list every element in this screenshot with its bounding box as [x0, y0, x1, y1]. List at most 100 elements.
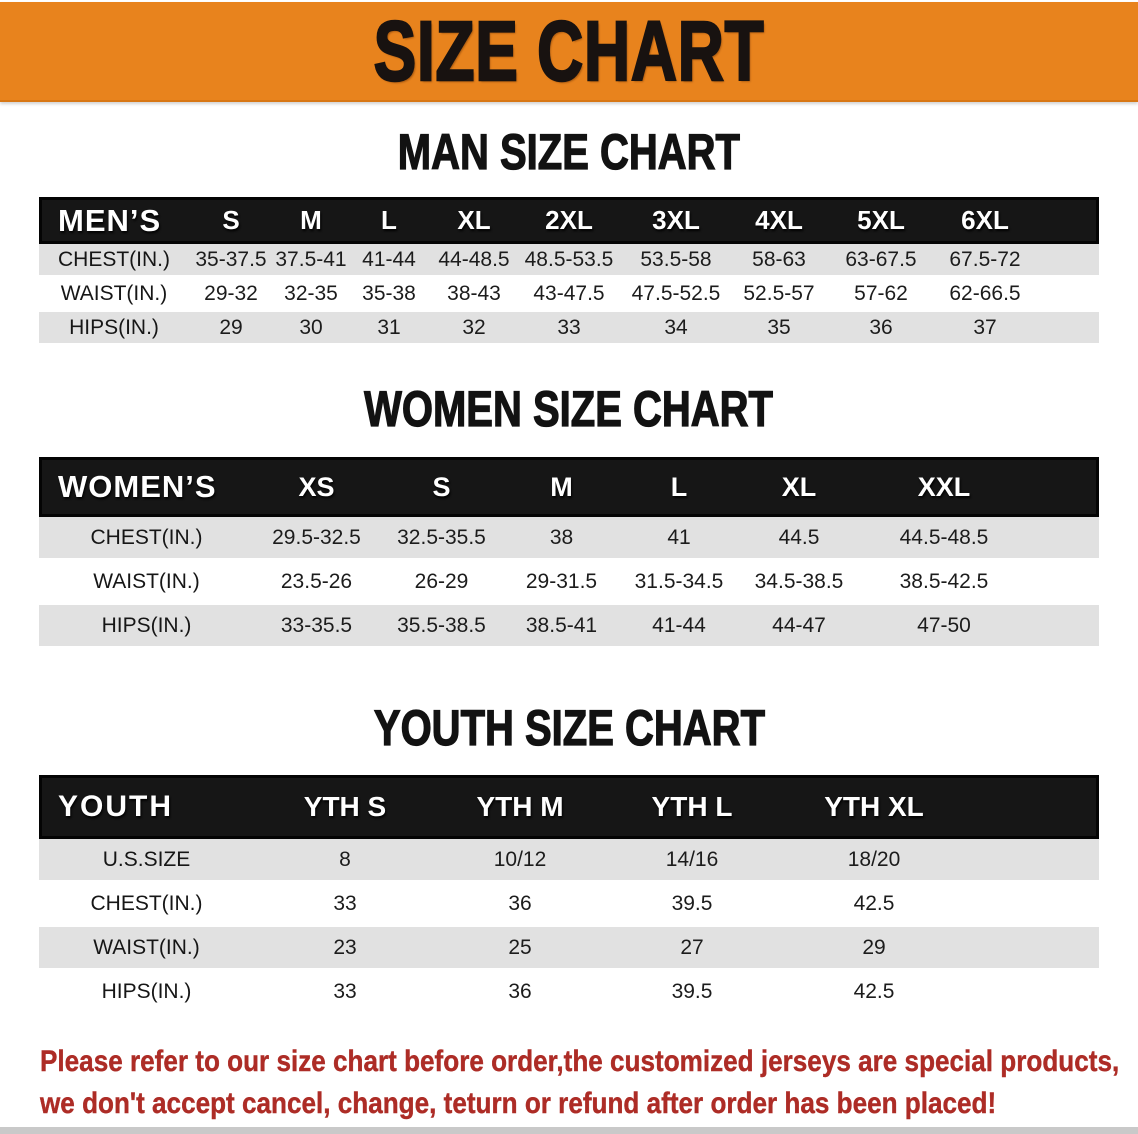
size-value-cell: 35.5-38.5 — [379, 605, 504, 649]
youth-table-header-row: YOUTH YTH S YTH M YTH L YTH XL — [39, 775, 1099, 839]
size-value-cell: 14/16 — [604, 839, 780, 883]
size-value-cell: 44-47 — [739, 605, 859, 649]
men-chest-row: CHEST(IN.) 35-37.5 37.5-41 41-44 44-48.5… — [39, 244, 1099, 278]
row-filler — [968, 927, 1099, 971]
women-hips-row: HIPS(IN.) 33-35.5 35.5-38.5 38.5-41 41-4… — [39, 605, 1099, 649]
row-label: U.S.SIZE — [39, 839, 254, 883]
men-size-col-3xl: 3XL — [619, 197, 733, 244]
size-value-cell: 29.5-32.5 — [254, 517, 379, 561]
youth-section-heading: YOUTH SIZE CHART — [0, 702, 1138, 753]
youth-size-table: YOUTH YTH S YTH M YTH L YTH XL U.S.SIZE … — [39, 775, 1099, 1015]
size-value-cell: 32-35 — [273, 278, 349, 312]
youth-corner-label: YOUTH — [39, 775, 254, 839]
size-value-cell: 34 — [619, 312, 733, 346]
size-value-cell: 27 — [604, 927, 780, 971]
women-size-col-l: L — [619, 457, 739, 517]
row-filler — [1029, 605, 1099, 649]
size-value-cell: 8 — [254, 839, 436, 883]
disclaimer-line-1: Please refer to our size chart before or… — [40, 1045, 1120, 1078]
bottom-divider — [0, 1127, 1138, 1134]
men-size-col-5xl: 5XL — [825, 197, 937, 244]
youth-size-col-xl: YTH XL — [780, 775, 968, 839]
size-value-cell: 33 — [254, 883, 436, 927]
row-label: HIPS(IN.) — [39, 605, 254, 649]
size-value-cell: 38.5-42.5 — [859, 561, 1029, 605]
size-value-cell: 57-62 — [825, 278, 937, 312]
size-value-cell: 31 — [349, 312, 429, 346]
youth-size-col-m: YTH M — [436, 775, 604, 839]
size-value-cell: 23.5-26 — [254, 561, 379, 605]
men-section-heading: MAN SIZE CHART — [0, 124, 1138, 180]
row-label: WAIST(IN.) — [39, 927, 254, 971]
size-value-cell: 42.5 — [780, 883, 968, 927]
men-size-col-m: M — [273, 197, 349, 244]
size-value-cell: 37 — [937, 312, 1033, 346]
size-value-cell: 39.5 — [604, 883, 780, 927]
women-waist-row: WAIST(IN.) 23.5-26 26-29 29-31.5 31.5-34… — [39, 561, 1099, 605]
row-label: WAIST(IN.) — [39, 278, 189, 312]
disclaimer-note: Please refer to our size chart before or… — [40, 1041, 1138, 1125]
row-label: CHEST(IN.) — [39, 883, 254, 927]
men-corner-label: MEN’S — [39, 197, 189, 244]
size-value-cell: 44.5 — [739, 517, 859, 561]
size-chart-title: SIZE CHART — [373, 4, 765, 98]
size-value-cell: 53.5-58 — [619, 244, 733, 278]
size-value-cell: 26-29 — [379, 561, 504, 605]
size-value-cell: 62-66.5 — [937, 278, 1033, 312]
women-size-col-m: M — [504, 457, 619, 517]
size-value-cell: 58-63 — [733, 244, 825, 278]
size-value-cell: 23 — [254, 927, 436, 971]
size-value-cell: 48.5-53.5 — [519, 244, 619, 278]
disclaimer-line-2: we don't accept cancel, change, teturn o… — [40, 1087, 997, 1120]
youth-size-col-l: YTH L — [604, 775, 780, 839]
men-size-col-l: L — [349, 197, 429, 244]
row-filler — [1029, 561, 1099, 605]
men-size-col-xl: XL — [429, 197, 519, 244]
row-label: WAIST(IN.) — [39, 561, 254, 605]
youth-ussize-row: U.S.SIZE 8 10/12 14/16 18/20 — [39, 839, 1099, 883]
size-value-cell: 33 — [254, 971, 436, 1015]
row-label: HIPS(IN.) — [39, 312, 189, 346]
size-value-cell: 35-37.5 — [189, 244, 273, 278]
size-chart-banner: SIZE CHART — [0, 2, 1138, 102]
women-size-col-xs: XS — [254, 457, 379, 517]
women-size-col-s: S — [379, 457, 504, 517]
size-value-cell: 44.5-48.5 — [859, 517, 1029, 561]
size-value-cell: 33-35.5 — [254, 605, 379, 649]
size-value-cell: 32.5-35.5 — [379, 517, 504, 561]
women-size-col-xxl: XXL — [859, 457, 1029, 517]
size-value-cell: 41-44 — [619, 605, 739, 649]
row-label: HIPS(IN.) — [39, 971, 254, 1015]
size-value-cell: 35 — [733, 312, 825, 346]
row-filler — [1029, 517, 1099, 561]
men-table-header-row: MEN’S S M L XL 2XL 3XL 4XL 5XL 6XL — [39, 197, 1099, 244]
women-section-heading: WOMEN SIZE CHART — [0, 383, 1138, 434]
size-value-cell: 29-31.5 — [504, 561, 619, 605]
size-value-cell: 36 — [436, 971, 604, 1015]
youth-chest-row: CHEST(IN.) 33 36 39.5 42.5 — [39, 883, 1099, 927]
row-label: CHEST(IN.) — [39, 517, 254, 561]
size-value-cell: 29-32 — [189, 278, 273, 312]
size-value-cell: 32 — [429, 312, 519, 346]
size-value-cell: 18/20 — [780, 839, 968, 883]
size-value-cell: 34.5-38.5 — [739, 561, 859, 605]
size-value-cell: 41 — [619, 517, 739, 561]
women-header-filler — [1029, 457, 1099, 517]
size-value-cell: 47-50 — [859, 605, 1029, 649]
size-value-cell: 31.5-34.5 — [619, 561, 739, 605]
women-size-col-xl: XL — [739, 457, 859, 517]
size-value-cell: 37.5-41 — [273, 244, 349, 278]
size-value-cell: 52.5-57 — [733, 278, 825, 312]
size-value-cell: 67.5-72 — [937, 244, 1033, 278]
row-filler — [1033, 278, 1099, 312]
women-table-header-row: WOMEN’S XS S M L XL XXL — [39, 457, 1099, 517]
row-filler — [968, 839, 1099, 883]
men-hips-row: HIPS(IN.) 29 30 31 32 33 34 35 36 37 — [39, 312, 1099, 346]
women-chest-row: CHEST(IN.) 29.5-32.5 32.5-35.5 38 41 44.… — [39, 517, 1099, 561]
size-value-cell: 38-43 — [429, 278, 519, 312]
youth-size-col-s: YTH S — [254, 775, 436, 839]
men-heading-text: MAN SIZE CHART — [397, 124, 741, 180]
row-filler — [968, 883, 1099, 927]
size-value-cell: 42.5 — [780, 971, 968, 1015]
size-value-cell: 44-48.5 — [429, 244, 519, 278]
